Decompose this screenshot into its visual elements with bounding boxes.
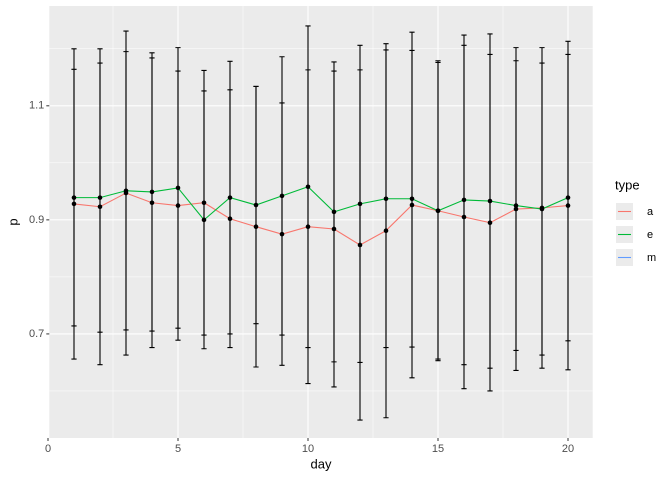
point xyxy=(331,209,337,215)
point xyxy=(487,198,493,204)
point xyxy=(227,216,233,222)
x-tick-label: 15 xyxy=(432,443,444,455)
point xyxy=(305,184,311,190)
series-line xyxy=(73,192,569,246)
legend-label: e xyxy=(647,229,653,241)
y-tick-label: 1.1 xyxy=(29,100,44,112)
point xyxy=(71,195,77,200)
x-tick-label: 5 xyxy=(175,443,181,455)
series-line xyxy=(74,186,569,221)
point xyxy=(357,242,363,248)
point xyxy=(97,204,103,210)
point xyxy=(357,201,363,207)
panel-background xyxy=(49,6,593,438)
y-tick-label: 0.9 xyxy=(29,214,44,226)
legend-label: m xyxy=(647,252,656,264)
point xyxy=(331,226,337,232)
point xyxy=(565,203,571,208)
point xyxy=(513,203,519,208)
point xyxy=(539,206,545,212)
x-tick-label: 0 xyxy=(45,443,51,455)
point xyxy=(227,195,233,200)
point xyxy=(149,200,155,206)
point xyxy=(435,208,441,214)
point xyxy=(279,193,285,199)
point xyxy=(253,224,259,230)
point xyxy=(383,228,389,233)
point xyxy=(513,206,519,212)
y-tick-label: 0.7 xyxy=(29,328,44,340)
point xyxy=(253,202,259,208)
point xyxy=(175,203,181,208)
point xyxy=(383,196,389,202)
point xyxy=(175,185,181,191)
point xyxy=(565,195,571,200)
x-tick-label: 10 xyxy=(302,443,314,455)
point xyxy=(461,214,467,220)
legend-label: a xyxy=(647,206,654,218)
legend-title: type xyxy=(615,177,640,192)
point xyxy=(71,201,77,207)
point xyxy=(409,196,415,202)
point xyxy=(149,189,155,195)
point xyxy=(409,202,415,208)
x-axis-title: day xyxy=(311,456,332,471)
point xyxy=(97,195,103,200)
point xyxy=(487,220,493,226)
point xyxy=(461,197,467,203)
point xyxy=(305,224,311,230)
point xyxy=(201,217,207,223)
point xyxy=(123,188,129,194)
x-tick-label: 20 xyxy=(562,443,574,455)
point xyxy=(279,231,285,237)
y-axis-title: p xyxy=(5,218,20,225)
point xyxy=(201,200,207,206)
